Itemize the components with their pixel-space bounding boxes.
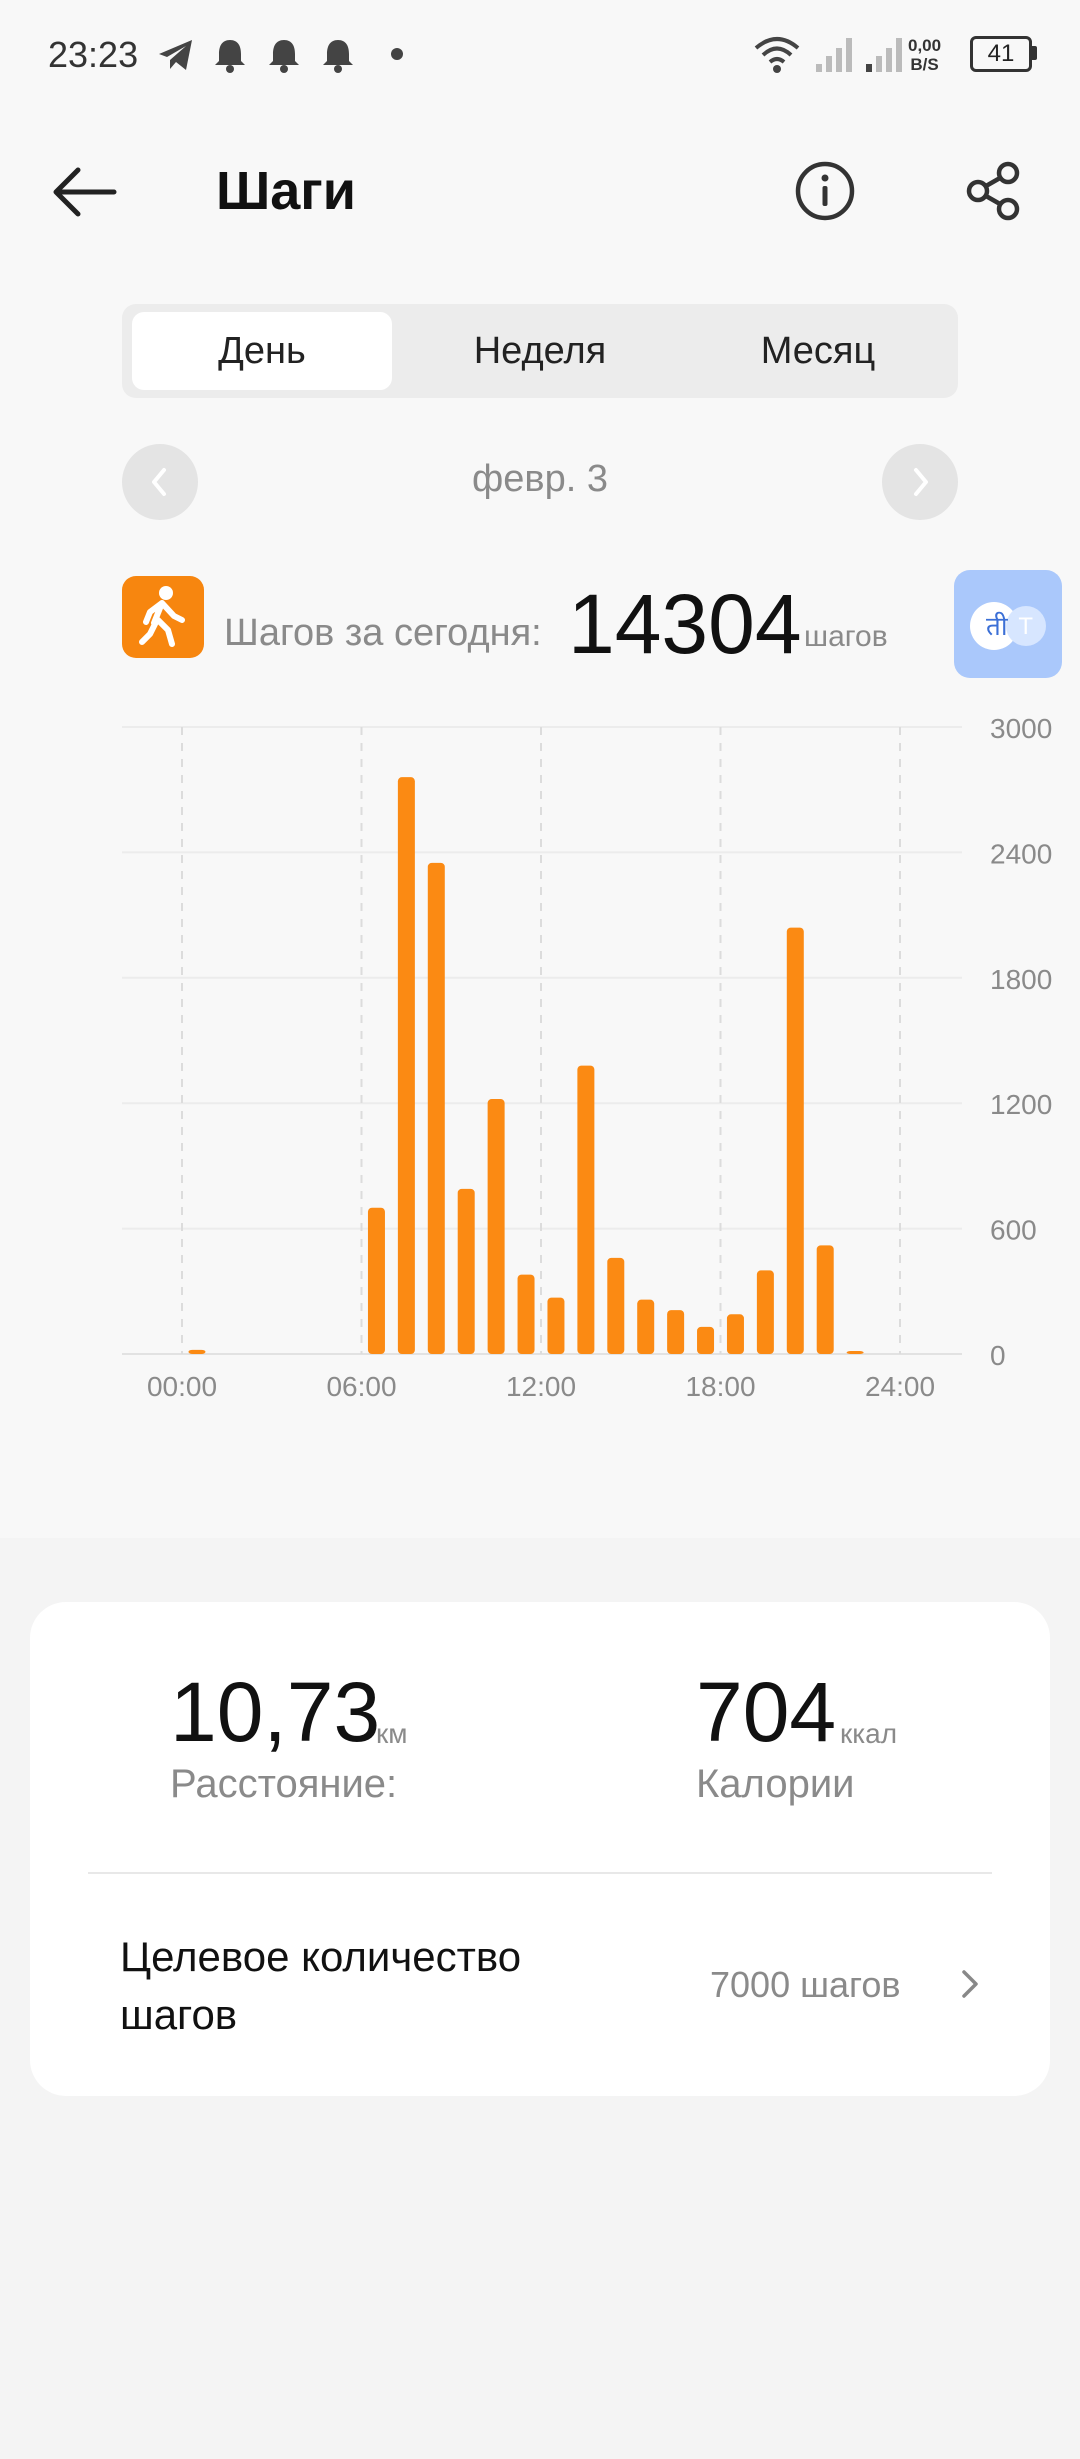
prev-date-button[interactable]	[122, 444, 198, 520]
chevron-left-icon	[152, 468, 166, 496]
next-date-button[interactable]	[882, 444, 958, 520]
x-tick-label: 18:00	[685, 1371, 755, 1402]
tab-week[interactable]: Неделя	[473, 330, 607, 372]
chart-bar	[816, 1245, 834, 1354]
stats-card: 10,73 км Расстояние: 704 ккал Калории Це…	[30, 1602, 1050, 2096]
goal-value[interactable]: 7000 шагов	[710, 1964, 901, 2005]
svg-text:ती: ती	[986, 611, 1009, 642]
chart-bar	[607, 1257, 625, 1354]
chart-bar	[367, 1207, 385, 1354]
net-speed-unit: B/S	[910, 55, 939, 74]
y-tick-label: 3000	[990, 713, 1052, 744]
y-tick-label: 2400	[990, 838, 1052, 869]
translate-button[interactable]: ती T	[954, 570, 1062, 678]
net-speed: 0,00 B/S	[908, 36, 941, 74]
chart-bar	[846, 1351, 864, 1354]
page-title: Шаги	[216, 161, 356, 221]
chevron-right-icon	[914, 468, 928, 496]
battery-indicator: 41	[970, 36, 1032, 72]
bell-icon	[215, 40, 245, 73]
bell-icon	[269, 40, 299, 73]
y-tick-label: 1800	[990, 964, 1052, 995]
calories-unit: ккал	[840, 1718, 898, 1749]
info-button[interactable]	[792, 158, 858, 224]
chart-bar	[397, 777, 415, 1354]
x-tick-label: 00:00	[147, 1371, 217, 1402]
chevron-right-icon[interactable]	[958, 1966, 982, 2002]
chart-bar	[577, 1065, 595, 1354]
chart-bar	[188, 1349, 206, 1354]
tab-month[interactable]: Месяц	[760, 330, 876, 372]
steps-bar-chart: 3000 2400 1800 1200 600 0 00:00 06:00 12:00 18:00…	[122, 713, 1052, 1402]
steps-unit: шагов	[804, 620, 888, 653]
distance-unit: км	[376, 1718, 408, 1749]
signal-icon	[816, 38, 852, 72]
net-speed-value: 0,00	[908, 36, 942, 55]
goal-label: Целевое количество шагов	[120, 1933, 522, 2038]
battery-tip	[1032, 46, 1037, 60]
calories-label: Калории	[696, 1762, 855, 1806]
chart-bar	[517, 1274, 535, 1354]
top-area	[0, 0, 1080, 1538]
walking-icon	[122, 576, 204, 658]
x-tick-label: 12:00	[506, 1371, 576, 1402]
svg-text:T: T	[1018, 615, 1033, 640]
chart-bar	[786, 927, 804, 1354]
tab-day[interactable]: День	[132, 312, 392, 390]
share-button[interactable]	[962, 158, 1028, 224]
calories-value: 704	[696, 1665, 837, 1759]
steps-today-label: Шагов за сегодня:	[224, 612, 542, 654]
status-bar: 23:23 0,00 B/S 41	[0, 0, 1080, 110]
distance-label: Расстояние:	[170, 1762, 398, 1806]
telegram-icon	[159, 40, 192, 70]
card-divider	[88, 1872, 992, 1874]
chart-bar	[487, 1099, 505, 1354]
bell-icon	[323, 40, 353, 73]
chart-bar	[667, 1310, 685, 1354]
chart-bar	[697, 1326, 715, 1354]
y-tick-label: 600	[990, 1215, 1037, 1246]
status-time: 23:23	[48, 34, 139, 75]
chart-bar	[457, 1188, 475, 1354]
back-button[interactable]	[48, 162, 120, 222]
x-tick-label: 24:00	[865, 1371, 935, 1402]
y-tick-label: 1200	[990, 1089, 1052, 1120]
wifi-icon	[754, 37, 800, 73]
steps-today-value: 14304	[568, 577, 802, 671]
chart-bar	[756, 1270, 774, 1354]
chart-bar	[427, 862, 445, 1354]
x-tick-label: 06:00	[326, 1371, 396, 1402]
y-tick-label: 0	[990, 1340, 1006, 1371]
signal-icon	[866, 38, 902, 72]
distance-value: 10,73	[170, 1665, 381, 1759]
chart-bar	[547, 1297, 565, 1354]
dot-icon	[391, 48, 403, 60]
period-tabs: День Неделя Месяц	[122, 304, 958, 398]
chart-bar	[637, 1299, 655, 1354]
current-date: февр. 3	[472, 458, 608, 500]
chart-bar	[726, 1314, 744, 1354]
translate-icon: ती T	[970, 602, 1046, 650]
